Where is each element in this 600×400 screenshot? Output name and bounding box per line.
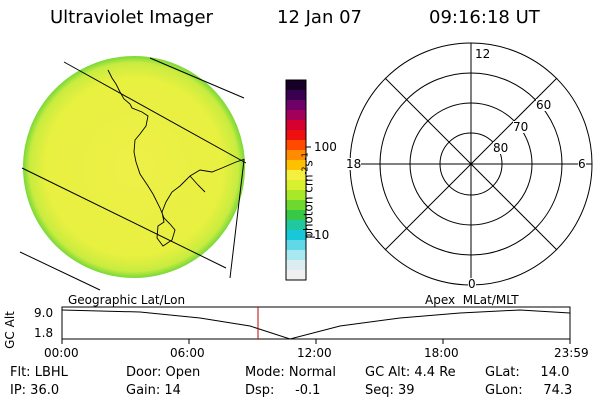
colorbar-band	[286, 140, 306, 151]
filter-value: Flt: LBHL	[10, 365, 68, 380]
coastline	[189, 175, 206, 193]
track-ytick-top: 9.0	[34, 306, 54, 320]
colorbar-tick-label: 100	[314, 140, 337, 154]
colorbar-band	[286, 90, 306, 101]
door-status: Door: Open	[126, 365, 201, 380]
glat-value: GLat: 14.0	[485, 365, 570, 380]
colorbar-band	[286, 260, 306, 271]
colorbar-band	[286, 200, 306, 211]
ip-value: IP: 36.0	[10, 383, 60, 398]
colorbar-band	[286, 240, 306, 251]
polar-diagonal	[384, 77, 558, 251]
latitude-line	[19, 251, 101, 291]
track-ytick-bottom: 1.8	[34, 326, 54, 340]
earth-disk	[23, 56, 245, 278]
colorbar-band	[286, 160, 306, 171]
mlt-label-18: 18	[346, 157, 362, 171]
track-right-label: Apex MLat/MLT	[425, 293, 519, 307]
colorbar-band	[286, 190, 306, 201]
colorbar-band	[286, 180, 306, 191]
observation-time: 09:16:18 UT	[429, 7, 540, 28]
mlat-label-80: 80	[493, 141, 509, 155]
colorbar-tick-label: 10	[314, 228, 330, 242]
latitude-line	[63, 61, 247, 164]
colorbar-band	[286, 120, 306, 131]
coastline	[107, 69, 245, 247]
x-tick-label-0000: 00:00	[44, 346, 79, 360]
colorbar-band	[286, 170, 306, 181]
gain-value: Gain: 14	[126, 383, 181, 398]
colorbar-band	[286, 230, 306, 241]
colorbar-band	[286, 130, 306, 141]
gc-alt-value: GC Alt: 4.4 Re	[365, 365, 456, 380]
seq-value: Seq: 39	[365, 383, 415, 398]
dsp-value: Dsp: -0.1	[245, 383, 321, 398]
track-yaxis-label: GC Alt	[3, 311, 17, 349]
colorbar-band	[286, 220, 306, 231]
mlt-label-0: 0	[468, 277, 476, 291]
mlt-label-6: 6	[578, 157, 586, 171]
track-left-label: Geographic Lat/Lon	[68, 293, 186, 307]
x-tick-label-2359: 23:59	[554, 346, 589, 360]
longitude-line	[229, 159, 245, 279]
observation-date: 12 Jan 07	[277, 7, 362, 28]
altitude-curve	[61, 309, 571, 340]
glon-value: GLon: 74.3	[485, 383, 573, 398]
x-tick-label-1200: 12:00	[297, 346, 332, 360]
x-tick-label-0600: 06:00	[170, 346, 205, 360]
mlat-label-70: 70	[513, 120, 529, 134]
colorbar-band	[286, 100, 306, 111]
mode-value: Mode: Normal	[245, 365, 336, 380]
colorbar-band	[286, 80, 306, 91]
mlt-label-12: 12	[475, 47, 491, 61]
colorbar-frame	[285, 79, 307, 281]
colorbar-band	[286, 110, 306, 121]
colorbar-band	[286, 150, 306, 161]
latitude-line	[21, 167, 227, 269]
x-tick-label-1800: 18:00	[424, 346, 459, 360]
colorbar-band	[286, 250, 306, 261]
latitude-line	[149, 57, 245, 99]
colorbar-band	[286, 210, 306, 221]
mlat-label-60: 60	[536, 98, 552, 112]
instrument-title: Ultraviolet Imager	[50, 7, 213, 28]
colorbar-band	[286, 270, 306, 281]
